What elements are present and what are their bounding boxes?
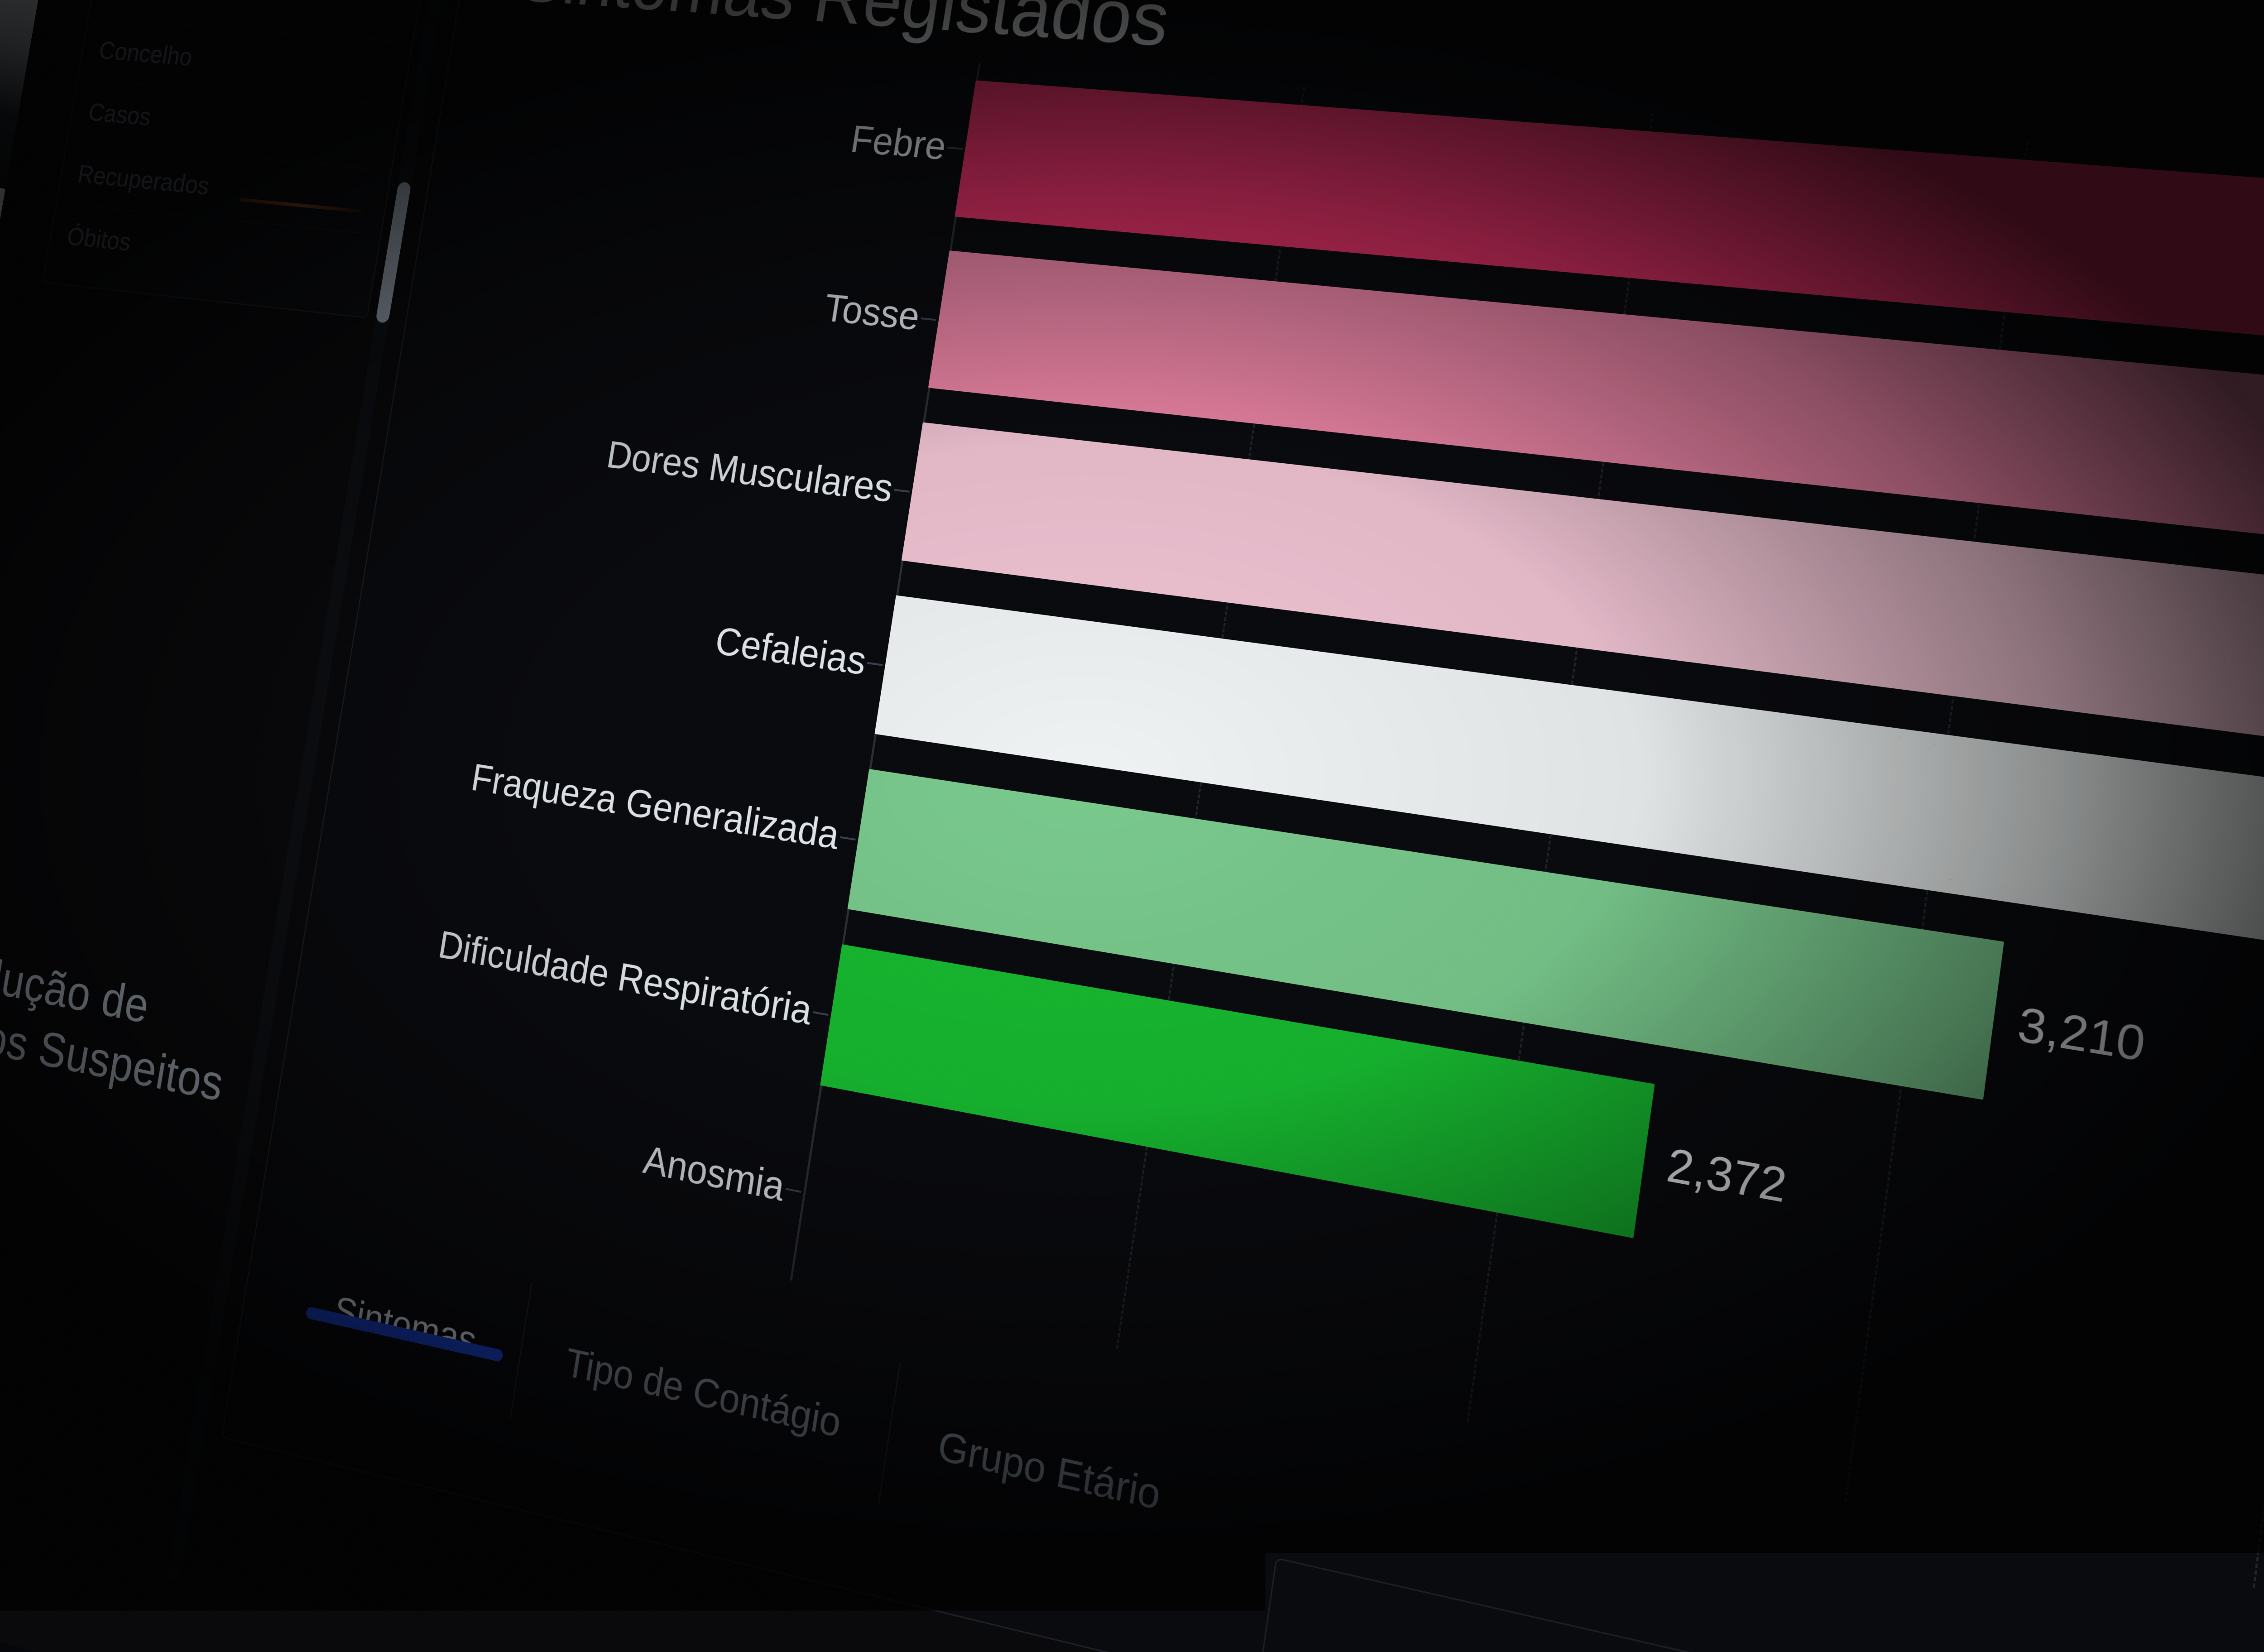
- monitor-screen-wrapper: Confirmados Vila Nova de Gaia Concelho C…: [0, 0, 2264, 1652]
- bar-value-label: 3,210: [2015, 997, 2148, 1073]
- axis-tick: [921, 317, 936, 321]
- tab-grupo-etario[interactable]: Grupo Etário: [878, 1362, 1223, 1581]
- monitor-screen: Confirmados Vila Nova de Gaia Concelho C…: [0, 0, 2264, 1652]
- tab-label: Tipo de Contágio: [562, 1339, 844, 1447]
- axis-tick: [867, 662, 883, 666]
- axis-tick: [894, 489, 909, 493]
- axis-tick: [947, 147, 963, 150]
- bar-category-label: Dificuldade Respiratória: [435, 922, 815, 1034]
- tab-tipo-de-contagio[interactable]: Tipo de Contágio: [509, 1282, 900, 1506]
- bar-category-label: Febre: [848, 117, 949, 169]
- axis-tick: [813, 1011, 829, 1016]
- sidebar-card-rows: Concelho Casos Recuperados Óbitos: [62, 19, 395, 298]
- sidebar-card-subtitle: Vila Nova de Gaia: [110, 0, 406, 11]
- tab-sintomas[interactable]: Sintomas: [281, 1233, 531, 1420]
- main-panel: Sintomas Registados Febre4,280Tosse4,094…: [221, 0, 2264, 1652]
- axis-tick: [786, 1188, 801, 1193]
- tab-label: Grupo Etário: [935, 1421, 1164, 1520]
- dashboard-app: Confirmados Vila Nova de Gaia Concelho C…: [0, 0, 2264, 1652]
- bar-category-label: Fraqueza Generalizada: [468, 755, 842, 859]
- monitor-photo-stage: Confirmados Vila Nova de Gaia Concelho C…: [0, 0, 2264, 1652]
- bar-value-label: 2,372: [1664, 1138, 1790, 1213]
- bar-category-label: Cefaleias: [712, 619, 869, 685]
- bar-category-label: Tosse: [821, 285, 923, 340]
- bar-category-label: Anosmia: [640, 1137, 788, 1210]
- bar-category-label: Dores Musculares: [604, 432, 896, 511]
- axis-tick: [840, 836, 856, 840]
